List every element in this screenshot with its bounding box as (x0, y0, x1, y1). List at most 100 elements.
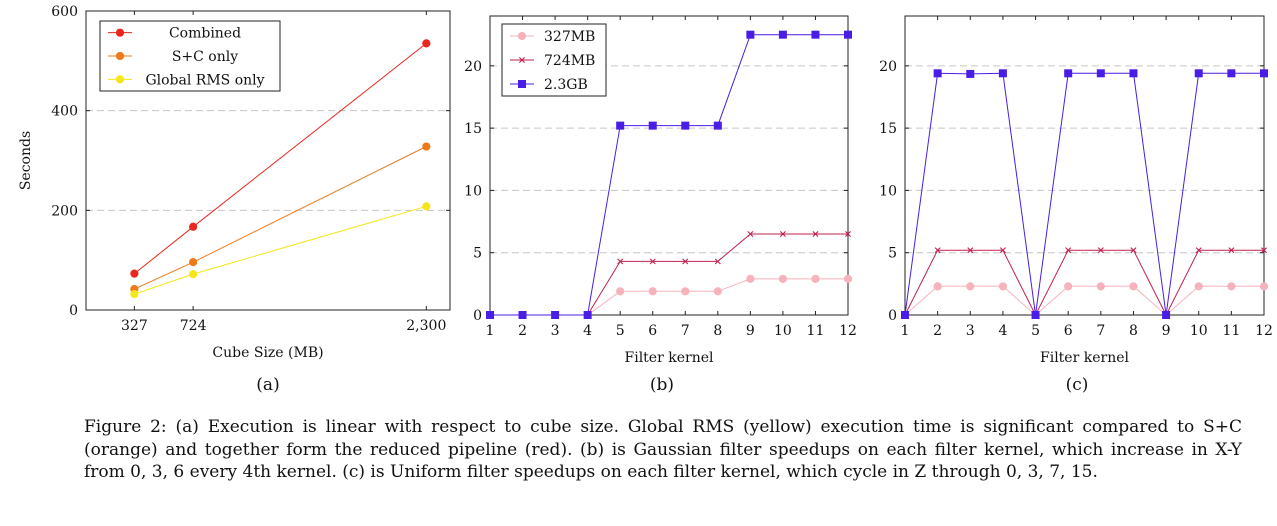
data-point (844, 30, 852, 39)
x-tick-label: 2,300 (406, 318, 446, 334)
series-2 (901, 69, 1268, 319)
legend-label: S+C only (172, 49, 238, 65)
data-point-stroke (812, 231, 819, 238)
legend-marker (115, 28, 125, 37)
data-point (1096, 282, 1105, 291)
y-tick-label: 15 (879, 121, 897, 137)
x-tick-label: 8 (1129, 323, 1138, 339)
data-point (1261, 247, 1267, 254)
data-point-stroke (1261, 247, 1267, 254)
data-point-stroke (999, 247, 1006, 254)
data-point (1031, 311, 1040, 319)
x-tick-label: 7 (1096, 323, 1105, 339)
x-tick-label: 12 (839, 323, 857, 339)
data-point (1096, 69, 1105, 78)
series-line (904, 285, 1264, 316)
legend-marker (518, 80, 526, 88)
data-point (583, 311, 592, 319)
y-tick-label: 0 (473, 308, 482, 324)
data-point (1162, 311, 1171, 319)
data-point (1194, 69, 1203, 78)
data-point (1065, 247, 1072, 254)
legend: 327MB 724MB 2.3GB (501, 23, 607, 97)
data-point (778, 274, 788, 283)
data-point (616, 287, 625, 296)
x-tick-label: 9 (1162, 323, 1171, 339)
data-point (845, 231, 851, 238)
data-point (130, 269, 139, 278)
panel-sublabel: (b) (650, 375, 674, 395)
data-point-stroke (1195, 247, 1202, 254)
data-point-stroke (779, 231, 786, 238)
series-line (904, 249, 1264, 317)
data-point (1227, 282, 1236, 291)
data-point (901, 311, 909, 319)
series-line (134, 205, 427, 295)
data-point (681, 121, 690, 130)
data-point-stroke (649, 258, 656, 265)
y-tick-label: 400 (51, 104, 78, 120)
data-point (189, 222, 198, 231)
data-point (934, 247, 941, 254)
data-point-stroke (1097, 247, 1104, 254)
data-point (714, 258, 721, 265)
series-2 (486, 30, 852, 319)
data-point (811, 274, 820, 283)
x-tick-label: 3 (551, 323, 560, 339)
x-tick-label: 11 (1222, 323, 1240, 339)
data-point-stroke (934, 247, 941, 254)
series-line (490, 34, 848, 316)
data-point (1195, 247, 1202, 254)
x-tick-label: 3 (966, 323, 975, 339)
y-tick-label: 10 (464, 183, 482, 199)
legend-label: 327MB (544, 29, 595, 45)
data-point-stroke (747, 231, 754, 238)
x-axis-label: Filter kernel (1040, 350, 1129, 366)
x-tick-label: 10 (1190, 323, 1208, 339)
data-point (617, 258, 624, 265)
data-point (1129, 69, 1138, 78)
series-1 (902, 247, 1267, 318)
data-point (1064, 282, 1073, 291)
x-tick-label: 2 (518, 323, 527, 339)
x-tick-label: 1 (486, 323, 495, 339)
data-point-stroke (714, 258, 721, 265)
data-point (551, 311, 560, 319)
series-1 (487, 231, 851, 318)
x-tick-label: 4 (583, 323, 592, 339)
data-point (518, 311, 527, 319)
x-tick-label: 724 (180, 318, 207, 334)
data-point (1259, 282, 1269, 291)
data-point (1130, 247, 1137, 254)
data-point (649, 258, 656, 265)
data-point (746, 274, 755, 283)
legend-marker (517, 31, 527, 41)
plot-frame (85, 10, 451, 311)
data-point (966, 69, 975, 78)
y-tick-label: 20 (879, 59, 897, 75)
y-tick-label: 5 (473, 246, 482, 262)
data-point (681, 287, 690, 296)
data-point (189, 258, 198, 267)
data-point (747, 231, 754, 238)
legend-label: 2.3GB (544, 77, 588, 93)
data-point (778, 30, 787, 39)
x-tick-label: 4 (998, 323, 1007, 339)
data-point (933, 69, 942, 78)
data-point-stroke (1065, 247, 1072, 254)
panel-sublabel: (c) (1066, 375, 1089, 395)
data-point-stroke (967, 247, 974, 254)
data-point (648, 121, 657, 130)
data-point (1097, 247, 1104, 254)
data-point (843, 274, 853, 283)
data-point-stroke (617, 258, 624, 265)
x-tick-label: 5 (1031, 323, 1040, 339)
data-point (713, 287, 722, 296)
x-tick-label: 1 (901, 323, 910, 339)
legend-label: Global RMS only (145, 72, 264, 88)
data-point (746, 30, 755, 39)
x-tick-label: 7 (681, 323, 690, 339)
data-point (648, 287, 657, 296)
legend-marker-stroke (519, 57, 525, 63)
